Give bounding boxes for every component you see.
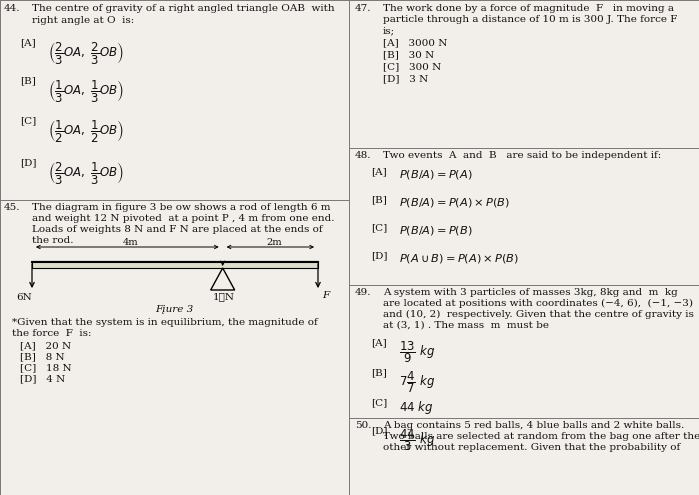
Text: $\left(\dfrac{2}{3}OA,\ \dfrac{2}{3}OB\right)$: $\left(\dfrac{2}{3}OA,\ \dfrac{2}{3}OB\r… bbox=[48, 40, 124, 66]
Text: $\left(\dfrac{1}{3}OA,\ \dfrac{1}{3}OB\right)$: $\left(\dfrac{1}{3}OA,\ \dfrac{1}{3}OB\r… bbox=[48, 78, 124, 104]
Text: [A]   3000 N: [A] 3000 N bbox=[383, 38, 447, 47]
Text: $44\ kg$: $44\ kg$ bbox=[399, 399, 433, 416]
Text: A system with 3 particles of masses 3kg, 8kg and  m  kg: A system with 3 particles of masses 3kg,… bbox=[383, 288, 678, 297]
Text: other without replacement. Given that the probability of: other without replacement. Given that th… bbox=[383, 443, 680, 452]
Text: 2m: 2m bbox=[266, 238, 282, 247]
Text: 4m: 4m bbox=[122, 238, 138, 247]
Text: 6N: 6N bbox=[16, 293, 31, 302]
Text: Two events  A  and  B   are said to be independent if:: Two events A and B are said to be indepe… bbox=[383, 151, 661, 160]
Text: [D]   3 N: [D] 3 N bbox=[383, 74, 428, 83]
Text: [B]: [B] bbox=[20, 76, 36, 85]
Text: 1∶N: 1∶N bbox=[212, 292, 235, 301]
Text: [A]: [A] bbox=[20, 38, 36, 47]
Text: The centre of gravity of a right angled triangle OAB  with: The centre of gravity of a right angled … bbox=[32, 4, 335, 13]
Text: Two balls are selected at random from the bag one after the: Two balls are selected at random from th… bbox=[383, 432, 699, 441]
Text: right angle at O  is:: right angle at O is: bbox=[32, 16, 134, 25]
Text: [D]: [D] bbox=[371, 426, 387, 435]
Text: particle through a distance of 10 m is 300 J. The force F: particle through a distance of 10 m is 3… bbox=[383, 15, 677, 24]
Text: [C]: [C] bbox=[371, 223, 387, 232]
Text: The work done by a force of magnitude  F   in moving a: The work done by a force of magnitude F … bbox=[383, 4, 674, 13]
Text: [C]: [C] bbox=[371, 398, 387, 407]
Text: the rod.: the rod. bbox=[32, 236, 73, 245]
Text: 48.: 48. bbox=[355, 151, 371, 160]
Text: [B]: [B] bbox=[371, 195, 387, 204]
Text: A bag contains 5 red balls, 4 blue balls and 2 white balls.: A bag contains 5 red balls, 4 blue balls… bbox=[383, 421, 684, 430]
Text: $\dfrac{13}{9}\ kg$: $\dfrac{13}{9}\ kg$ bbox=[399, 339, 435, 365]
Text: $P(B/A) = P(B)$: $P(B/A) = P(B)$ bbox=[399, 224, 473, 237]
Text: and weight 12 N pivoted  at a point P , 4 m from one end.: and weight 12 N pivoted at a point P , 4… bbox=[32, 214, 335, 223]
Text: [C]   18 N: [C] 18 N bbox=[20, 363, 71, 372]
Text: the force  F  is:: the force F is: bbox=[12, 329, 92, 338]
Text: at (3, 1) . The mass  m  must be: at (3, 1) . The mass m must be bbox=[383, 321, 549, 330]
Text: [D]: [D] bbox=[371, 251, 387, 260]
Text: $P(A \cup B) = P(A)\times P(B)$: $P(A \cup B) = P(A)\times P(B)$ bbox=[399, 252, 519, 265]
Text: *Given that the system is in equilibrium, the magnitude of: *Given that the system is in equilibrium… bbox=[12, 318, 318, 327]
Text: $P(B/A) = P(A)$: $P(B/A) = P(A)$ bbox=[399, 168, 473, 181]
FancyBboxPatch shape bbox=[32, 261, 318, 268]
Text: [B]   30 N: [B] 30 N bbox=[383, 50, 434, 59]
Text: [B]: [B] bbox=[371, 368, 387, 377]
Text: The diagram in figure 3 be ow shows a rod of length 6 m: The diagram in figure 3 be ow shows a ro… bbox=[32, 203, 331, 212]
Text: 45.: 45. bbox=[4, 203, 20, 212]
Text: $\dfrac{44}{3}\ kg$: $\dfrac{44}{3}\ kg$ bbox=[399, 427, 435, 453]
Text: [A]: [A] bbox=[371, 338, 387, 347]
Text: [B]   8 N: [B] 8 N bbox=[20, 352, 64, 361]
Text: 49.: 49. bbox=[355, 288, 371, 297]
Text: $\left(\dfrac{2}{3}OA,\ \dfrac{1}{3}OB\right)$: $\left(\dfrac{2}{3}OA,\ \dfrac{1}{3}OB\r… bbox=[48, 160, 124, 186]
Text: $P(B/A) = P(A)\times P(B)$: $P(B/A) = P(A)\times P(B)$ bbox=[399, 196, 510, 209]
Text: [A]   20 N: [A] 20 N bbox=[20, 341, 71, 350]
Text: and (10, 2)  respectively. Given that the centre of gravity is: and (10, 2) respectively. Given that the… bbox=[383, 310, 694, 319]
Text: [D]   4 N: [D] 4 N bbox=[20, 374, 65, 383]
Text: [D]: [D] bbox=[20, 158, 36, 167]
Text: are located at positions with coordinates (−4, 6),  (−1, −3): are located at positions with coordinate… bbox=[383, 299, 693, 308]
Text: F: F bbox=[322, 291, 329, 300]
Text: $\left(\dfrac{1}{2}OA,\ \dfrac{1}{2}OB\right)$: $\left(\dfrac{1}{2}OA,\ \dfrac{1}{2}OB\r… bbox=[48, 118, 124, 144]
Text: 47.: 47. bbox=[355, 4, 371, 13]
Text: [C]   300 N: [C] 300 N bbox=[383, 62, 441, 71]
Text: [A]: [A] bbox=[371, 167, 387, 176]
Text: 50.: 50. bbox=[355, 421, 371, 430]
Text: $7\dfrac{4}{7}\ kg$: $7\dfrac{4}{7}\ kg$ bbox=[399, 369, 435, 395]
Text: Fįure 3: Fįure 3 bbox=[155, 304, 193, 313]
Text: 44.: 44. bbox=[4, 4, 20, 13]
Text: [C]: [C] bbox=[20, 116, 36, 125]
Text: is;: is; bbox=[383, 26, 395, 35]
Text: Loads of weights 8 N and F N are placed at the ends of: Loads of weights 8 N and F N are placed … bbox=[32, 225, 323, 234]
